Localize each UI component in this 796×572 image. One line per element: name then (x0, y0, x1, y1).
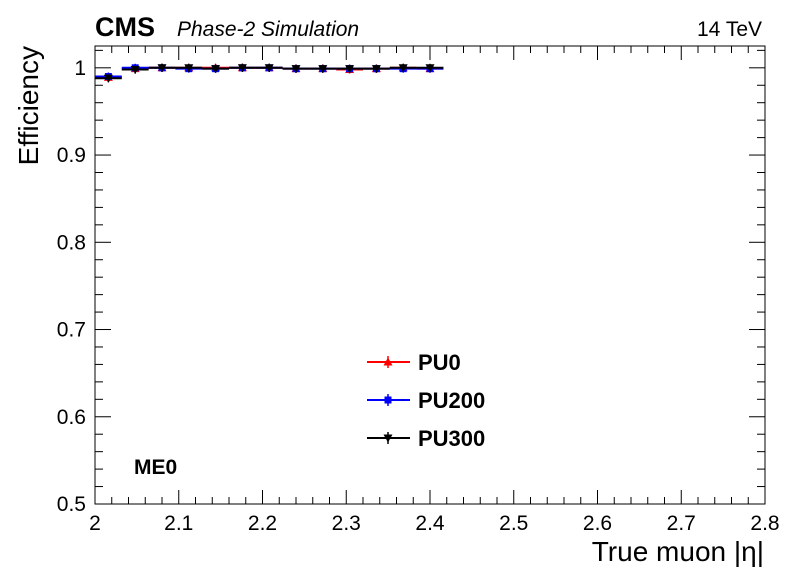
y-tick-label: 0.5 (57, 493, 86, 516)
legend-entry-pu200: PU200 (367, 388, 485, 413)
x-tick-label: 2.8 (750, 512, 779, 535)
data-point (318, 65, 328, 74)
experiment-label: CMS (95, 12, 155, 42)
y-tick-label: 0.8 (57, 231, 86, 254)
x-tick-label: 2.2 (248, 512, 277, 535)
data-point (184, 64, 194, 73)
y-axis-label: Efficiency (13, 46, 44, 165)
data-point (371, 65, 381, 74)
y-tick-label: 0.7 (57, 319, 86, 342)
data-point (425, 64, 435, 73)
x-axis-ticks: 2 2.1 2.2 2.3 2.4 2.5 2.6 2.7 2.8 (89, 46, 780, 535)
x-tick-label: 2.5 (499, 512, 528, 535)
x-tick-label: 2.1 (164, 512, 193, 535)
legend-entry-pu0: PU0 (367, 350, 461, 375)
legend-marker (384, 396, 392, 404)
data-point (157, 64, 167, 73)
data-point (130, 66, 140, 75)
detector-annotation: ME0 (134, 456, 177, 479)
x-tick-label: 2.4 (415, 512, 445, 535)
legend-label: PU300 (418, 426, 485, 451)
x-tick-label: 2 (89, 512, 101, 535)
y-tick-label: 0.6 (57, 406, 86, 429)
x-axis-label: True muon |η| (592, 536, 764, 567)
data-point (398, 64, 408, 73)
status-label: Phase-2 Simulation (177, 18, 359, 41)
legend-marker (383, 357, 393, 366)
x-tick-label: 2.6 (583, 512, 612, 535)
legend: PU0 PU200 PU300 (367, 350, 485, 451)
data-point (345, 65, 355, 74)
data-point (264, 64, 274, 73)
legend-label: PU0 (418, 350, 461, 375)
x-tick-label: 2.7 (667, 512, 696, 535)
legend-marker (383, 434, 393, 443)
data-series (95, 63, 444, 83)
legend-entry-pu300: PU300 (367, 426, 485, 451)
series-pu300 (95, 63, 444, 83)
x-tick-label: 2.3 (332, 512, 361, 535)
y-tick-label: 0.9 (57, 144, 86, 167)
data-point (211, 65, 221, 74)
data-point (237, 64, 247, 73)
energy-label: 14 TeV (697, 18, 762, 41)
data-point (291, 65, 301, 74)
data-point (103, 74, 113, 83)
y-tick-label: 1 (74, 57, 86, 80)
legend-label: PU200 (418, 388, 485, 413)
y-axis-ticks: 0.5 0.6 0.7 0.8 0.9 1 (57, 49, 765, 516)
